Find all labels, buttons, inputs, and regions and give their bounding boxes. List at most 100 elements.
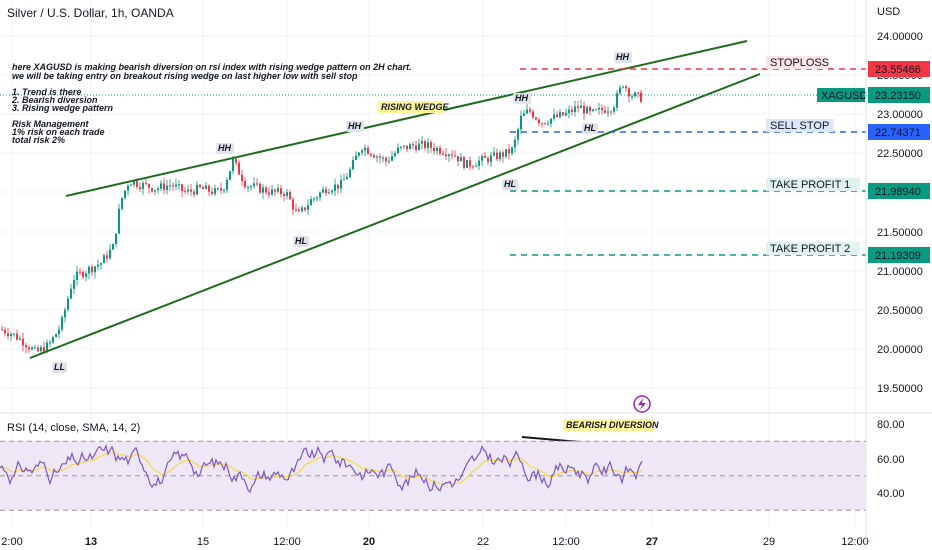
candle-body xyxy=(232,158,234,171)
candle-body xyxy=(91,266,93,273)
candle-body xyxy=(253,183,255,187)
price-tick-label: 20.50000 xyxy=(877,305,923,317)
candle-body xyxy=(595,109,597,111)
price-tick-label: 22.50000 xyxy=(877,148,923,160)
label-hl-2: HL xyxy=(504,179,516,189)
candle-body xyxy=(625,86,627,89)
time-tick-label: 12:00 xyxy=(273,536,301,548)
level-tag-bg xyxy=(766,178,860,191)
candle-body xyxy=(424,141,426,149)
candle-body xyxy=(196,184,198,195)
candle-body xyxy=(484,156,486,158)
candle-body xyxy=(64,309,66,318)
lightning-icon[interactable] xyxy=(633,395,651,413)
price-badge-value: 23.23150 xyxy=(875,90,921,102)
rsi-layer: 80.00 60.00 40.00 xyxy=(0,419,905,511)
candle-body xyxy=(271,189,273,195)
price-badge-value: 21.98940 xyxy=(875,186,921,198)
candle-body xyxy=(316,197,318,199)
candle-body xyxy=(361,150,363,153)
candle-body xyxy=(280,188,282,194)
candle-body xyxy=(214,188,216,194)
candle-body xyxy=(502,152,504,157)
candle-body xyxy=(553,114,555,119)
candle-body xyxy=(256,183,258,185)
candle-body xyxy=(100,263,102,265)
candle-body xyxy=(382,157,384,159)
candle-body xyxy=(529,109,531,112)
candle-body xyxy=(301,207,303,212)
candle-body xyxy=(28,347,30,350)
candle-body xyxy=(151,188,153,192)
candle-body xyxy=(334,184,336,191)
candle-body xyxy=(61,317,63,330)
time-tick-label: 20 xyxy=(363,536,375,548)
candle-body xyxy=(598,107,600,110)
candle-body xyxy=(619,87,621,94)
price-tick-label: 24.00000 xyxy=(877,31,923,43)
candle-body xyxy=(283,193,285,196)
level-tag-label: TAKE PROFIT 1 xyxy=(770,179,850,191)
rsi-ma-line xyxy=(0,452,643,485)
candle-body xyxy=(541,123,543,125)
candle-body xyxy=(19,338,21,340)
candle-body xyxy=(532,111,534,118)
candle-body xyxy=(139,186,141,189)
candle-body xyxy=(592,109,594,111)
candle-body xyxy=(538,119,540,124)
note-list-1: 1. Trend is there xyxy=(12,87,82,97)
candle-body xyxy=(205,185,207,189)
candle-body xyxy=(328,192,330,194)
candle-body xyxy=(70,288,72,299)
candle-body xyxy=(175,184,177,187)
candle-body xyxy=(286,192,288,196)
candle-body xyxy=(52,337,54,343)
candle-body xyxy=(550,118,552,124)
candle-body xyxy=(562,112,564,116)
candle-body xyxy=(82,271,84,277)
candle-body xyxy=(445,154,447,157)
time-tick-label: 15 xyxy=(197,536,209,548)
time-tick-label: 12:00 xyxy=(552,536,580,548)
candle-body xyxy=(4,329,6,334)
candle-body xyxy=(145,182,147,184)
candle-body xyxy=(13,333,15,335)
candle-body xyxy=(535,117,537,120)
candle-body xyxy=(355,155,357,161)
candle-body xyxy=(319,192,321,198)
candle-body xyxy=(439,147,441,154)
candle-body xyxy=(79,271,81,273)
candle-body xyxy=(394,153,396,157)
candle-body xyxy=(217,188,219,190)
rsi-title: RSI (14, close, SMA, 14, 2) xyxy=(7,422,140,434)
candle-body xyxy=(148,183,150,189)
candle-body xyxy=(121,197,123,209)
candle-body xyxy=(169,185,171,187)
candle-body xyxy=(610,111,612,113)
candle-body xyxy=(517,129,519,140)
level-tag-bg xyxy=(766,56,827,69)
rsi-line xyxy=(0,443,643,494)
price-tick-label: 23.00000 xyxy=(877,109,923,121)
candle-body xyxy=(343,179,345,181)
label-hl-3: HL xyxy=(584,123,596,133)
candle-body xyxy=(244,180,246,188)
candle-body xyxy=(46,342,48,352)
candles-layer xyxy=(1,84,642,354)
currency-label: USD xyxy=(877,6,901,18)
candle-body xyxy=(274,189,276,192)
note-risk-1: 1% risk on each trade xyxy=(12,127,105,137)
candle-body xyxy=(523,113,525,116)
candle-body xyxy=(133,181,135,185)
candle-body xyxy=(466,160,468,168)
price-tick-label: 21.50000 xyxy=(877,227,923,239)
candle-body xyxy=(97,264,99,267)
candle-body xyxy=(358,152,360,156)
candle-body xyxy=(10,334,12,337)
candle-body xyxy=(292,199,294,210)
rsi-tick-label: 60.00 xyxy=(877,454,905,466)
candle-body xyxy=(460,157,462,162)
candle-body xyxy=(103,255,105,264)
note-line-2: we will be taking entry on breakout risi… xyxy=(12,71,358,81)
